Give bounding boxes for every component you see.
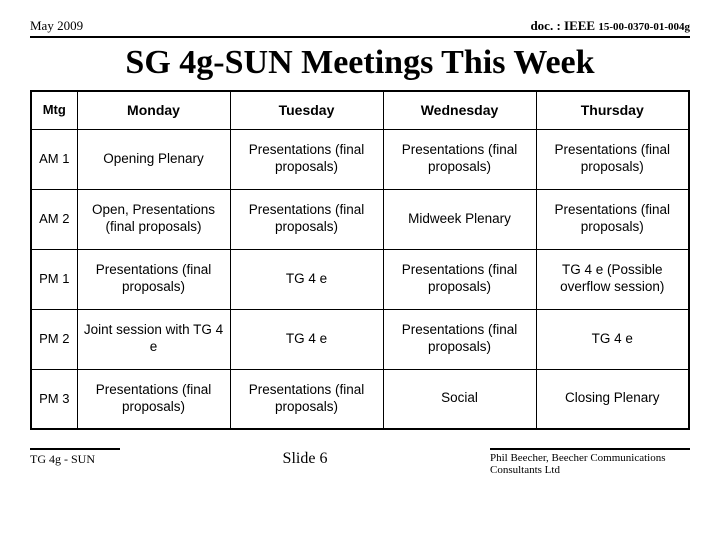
col-thursday: Thursday bbox=[536, 91, 689, 129]
col-monday: Monday bbox=[77, 91, 230, 129]
cell: Presentations (final proposals) bbox=[77, 369, 230, 429]
col-tuesday: Tuesday bbox=[230, 91, 383, 129]
cell: Presentations (final proposals) bbox=[230, 369, 383, 429]
cell: Presentations (final proposals) bbox=[536, 129, 689, 189]
row-label: PM 1 bbox=[31, 249, 77, 309]
footer-center: Slide 6 bbox=[283, 448, 328, 468]
header: May 2009 doc. : IEEE 15-00-0370-01-004g bbox=[30, 18, 690, 38]
cell: Open, Presentations (final proposals) bbox=[77, 189, 230, 249]
header-doc-ref: doc. : IEEE 15-00-0370-01-004g bbox=[530, 18, 690, 34]
cell: Presentations (final proposals) bbox=[383, 249, 536, 309]
cell: Presentations (final proposals) bbox=[230, 129, 383, 189]
cell: Midweek Plenary bbox=[383, 189, 536, 249]
cell: Opening Plenary bbox=[77, 129, 230, 189]
footer: TG 4g - SUN Slide 6 Phil Beecher, Beeche… bbox=[30, 448, 690, 476]
cell: Social bbox=[383, 369, 536, 429]
col-wednesday: Wednesday bbox=[383, 91, 536, 129]
cell: Presentations (final proposals) bbox=[77, 249, 230, 309]
row-label: PM 3 bbox=[31, 369, 77, 429]
cell: Presentations (final proposals) bbox=[230, 189, 383, 249]
row-label: AM 1 bbox=[31, 129, 77, 189]
table-row: AM 1 Opening Plenary Presentations (fina… bbox=[31, 129, 689, 189]
header-date: May 2009 bbox=[30, 18, 83, 34]
schedule-table: Mtg Monday Tuesday Wednesday Thursday AM… bbox=[30, 90, 690, 430]
cell: TG 4 e bbox=[536, 309, 689, 369]
col-mtg: Mtg bbox=[31, 91, 77, 129]
cell: TG 4 e (Possible overflow session) bbox=[536, 249, 689, 309]
doc-number: 15-00-0370-01-004g bbox=[598, 21, 690, 33]
doc-prefix: doc. : IEEE bbox=[530, 18, 598, 33]
row-label: AM 2 bbox=[31, 189, 77, 249]
cell: Closing Plenary bbox=[536, 369, 689, 429]
cell: TG 4 e bbox=[230, 249, 383, 309]
cell: Presentations (final proposals) bbox=[536, 189, 689, 249]
row-label: PM 2 bbox=[31, 309, 77, 369]
cell: Joint session with TG 4 e bbox=[77, 309, 230, 369]
page-title: SG 4g-SUN Meetings This Week bbox=[30, 44, 690, 82]
table-row: AM 2 Open, Presentations (final proposal… bbox=[31, 189, 689, 249]
cell: Presentations (final proposals) bbox=[383, 309, 536, 369]
footer-left: TG 4g - SUN bbox=[30, 448, 120, 467]
table-row: PM 2 Joint session with TG 4 e TG 4 e Pr… bbox=[31, 309, 689, 369]
footer-right: Phil Beecher, Beecher Communications Con… bbox=[490, 448, 690, 476]
table-row: PM 3 Presentations (final proposals) Pre… bbox=[31, 369, 689, 429]
cell: TG 4 e bbox=[230, 309, 383, 369]
cell: Presentations (final proposals) bbox=[383, 129, 536, 189]
table-row: PM 1 Presentations (final proposals) TG … bbox=[31, 249, 689, 309]
table-header-row: Mtg Monday Tuesday Wednesday Thursday bbox=[31, 91, 689, 129]
